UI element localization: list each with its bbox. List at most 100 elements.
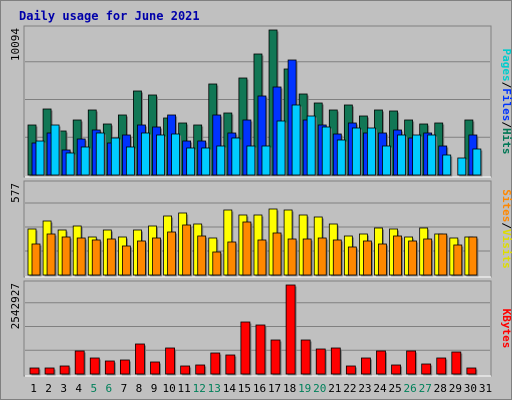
x-tick-day-7: 7: [121, 382, 128, 395]
bar-sites-day-10: [167, 231, 176, 276]
y-max-label: 2542927: [9, 283, 22, 329]
legend-entry: Visits: [500, 229, 512, 269]
bar-sites-day-29: [453, 244, 463, 276]
bar-kbytes-day-11: [180, 365, 191, 375]
bar-pages-day-8: [141, 132, 150, 176]
bar-sites-day-23: [363, 240, 372, 276]
legend-entry: Hits: [500, 128, 512, 155]
x-tick-day-23: 23: [358, 382, 371, 395]
bar-pages-day-6: [110, 137, 120, 176]
bar-kbytes-day-29: [451, 351, 462, 375]
bar-kbytes-day-10: [165, 347, 175, 375]
bar-pages-day-24: [382, 145, 391, 176]
bar-kbytes-day-26: [406, 350, 417, 375]
bar-sites-day-22: [347, 246, 357, 276]
x-tick-day-30: 30: [464, 382, 477, 395]
bar-pages-day-4: [80, 146, 90, 176]
bar-kbytes-day-13: [210, 352, 221, 375]
bar-sites-day-26: [408, 240, 418, 276]
x-tick-day-9: 9: [151, 382, 158, 395]
legend-entry: /: [500, 222, 512, 229]
x-tick-day-22: 22: [343, 382, 356, 395]
bar-kbytes-day-16: [255, 324, 266, 375]
bar-kbytes-day-1: [29, 367, 40, 375]
bar-kbytes-day-4: [74, 350, 85, 375]
bar-kbytes-day-23: [361, 357, 371, 375]
bar-sites-day-25: [393, 235, 402, 276]
bar-kbytes-day-3: [59, 365, 70, 375]
bar-pages-day-7: [125, 146, 135, 176]
x-tick-day-17: 17: [268, 382, 281, 395]
bar-sites-day-17: [272, 232, 282, 276]
bar-sites-day-16: [257, 239, 267, 276]
bar-sites-day-11: [182, 224, 192, 276]
bar-pages-day-13: [216, 145, 226, 176]
bar-sites-day-12: [197, 235, 207, 276]
bar-sites-day-1: [31, 243, 41, 276]
bar-kbytes-day-17: [270, 339, 281, 375]
legend-entry: Sites: [500, 189, 512, 222]
bar-kbytes-day-24: [376, 350, 386, 375]
bar-kbytes-day-9: [150, 361, 160, 375]
bar-pages-day-20: [321, 126, 331, 176]
legend-entry: /: [500, 82, 512, 89]
bar-sites-day-3: [61, 236, 71, 276]
bar-kbytes-day-8: [135, 343, 145, 375]
x-tick-day-2: 2: [45, 382, 52, 395]
bar-sites-day-15: [242, 221, 252, 276]
bar-kbytes-day-27: [421, 363, 432, 375]
bar-kbytes-day-14: [225, 354, 236, 375]
bar-kbytes-day-19: [300, 339, 311, 375]
bar-sites-day-24: [378, 243, 387, 276]
x-tick-day-16: 16: [253, 382, 266, 395]
bar-sites-day-8: [137, 240, 146, 276]
bar-kbytes-day-5: [89, 357, 100, 375]
bar-sites-day-21: [332, 239, 342, 276]
bar-sites-day-14: [227, 241, 237, 276]
legend-entry: KBytes: [500, 309, 512, 349]
bar-pages-day-16: [261, 145, 271, 176]
x-tick-day-26: 26: [404, 382, 417, 395]
bar-pages-day-29: [457, 157, 467, 176]
bar-pages-day-12: [201, 147, 211, 176]
legend-kbytes: KBytes: [500, 309, 512, 349]
legend-entry: Pages: [500, 49, 512, 82]
bar-pages-day-5: [95, 132, 105, 176]
x-tick-day-28: 28: [434, 382, 447, 395]
bar-pages-day-18: [291, 104, 301, 176]
legend-entry: /: [500, 121, 512, 128]
x-tick-day-4: 4: [75, 382, 82, 395]
bar-pages-day-23: [367, 127, 376, 176]
bar-kbytes-day-6: [104, 360, 115, 375]
bar-pages-day-14: [231, 137, 241, 176]
bar-sites-day-18: [287, 238, 297, 276]
bar-kbytes-day-21: [330, 347, 341, 375]
x-tick-day-18: 18: [283, 382, 296, 395]
x-tick-day-10: 10: [162, 382, 175, 395]
chart-title: Daily usage for June 2021: [19, 9, 200, 23]
bar-pages-day-26: [412, 134, 422, 176]
x-tick-day-29: 29: [449, 382, 462, 395]
bar-pages-day-1: [35, 140, 45, 176]
legend-visits-sites: Sites/Visits: [500, 189, 512, 269]
x-tick-day-14: 14: [223, 382, 237, 395]
legend-entry: Files: [500, 88, 512, 121]
bar-kbytes-day-20: [315, 348, 326, 375]
bar-kbytes-day-2: [44, 367, 55, 375]
x-tick-day-12: 12: [193, 382, 206, 395]
bar-sites-day-28: [438, 233, 448, 276]
x-tick-day-20: 20: [313, 382, 326, 395]
bar-kbytes-day-30: [466, 367, 477, 375]
bar-sites-day-30: [468, 236, 478, 276]
bar-kbytes-day-12: [195, 364, 206, 375]
x-tick-day-3: 3: [60, 382, 67, 395]
bar-pages-day-11: [186, 147, 196, 176]
y-max-label: 577: [9, 183, 22, 203]
bar-sites-day-6: [106, 238, 116, 276]
legend-hits-files-pages: Pages/Files/Hits: [500, 49, 512, 155]
bar-sites-day-2: [46, 233, 56, 276]
x-tick-day-31: 31: [479, 382, 492, 395]
bar-pages-day-15: [246, 145, 256, 176]
bar-kbytes-day-18: [285, 284, 296, 375]
